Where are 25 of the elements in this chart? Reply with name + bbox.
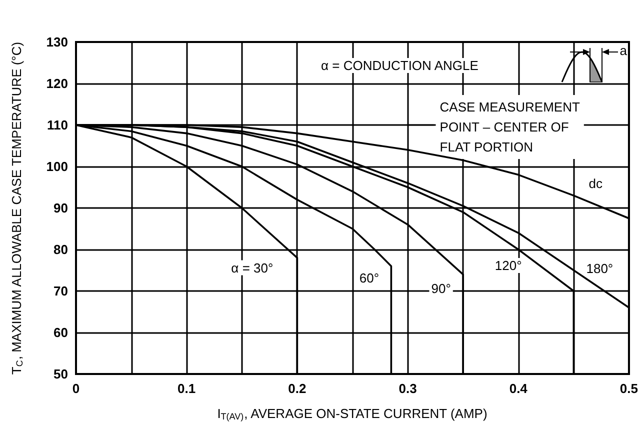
series-label: 60°: [359, 270, 380, 286]
y-tick-label: 50: [54, 366, 68, 382]
y-tick-label: 70: [54, 284, 68, 298]
series-label: 90°: [431, 280, 451, 296]
annotation: a: [620, 43, 628, 58]
y-tick-label: 100: [46, 159, 68, 174]
x-tick-label: 0.3: [398, 381, 417, 396]
y-tick-label: 120: [46, 76, 68, 91]
annotation: α = CONDUCTION ANGLE: [321, 58, 479, 73]
series-label: dc: [588, 176, 604, 192]
series-label: α = 30°: [231, 260, 274, 276]
x-tick-label: 0.1: [178, 381, 196, 396]
x-tick-label: 0: [72, 381, 80, 396]
y-axis-title: TC, MAXIMUM ALLOWABLE CASE TEMPERATURE (°C): [9, 42, 24, 375]
y-tick-label: 90: [54, 200, 68, 216]
series-label: 120°: [494, 258, 522, 273]
y-tick-label: 130: [46, 34, 68, 50]
annotation: CASE MEASUREMENT POINT – CENTER OF FLAT PORTION: [440, 100, 580, 154]
y-tick-label: 80: [54, 242, 68, 257]
series-label: 180°: [586, 260, 614, 276]
x-tick-label: 0.5: [620, 381, 638, 396]
y-tick-label: 110: [47, 118, 68, 132]
x-tick-label: 0.4: [509, 381, 528, 396]
x-tick-label: 0.2: [288, 381, 306, 396]
y-tick-label: 60: [54, 325, 68, 340]
